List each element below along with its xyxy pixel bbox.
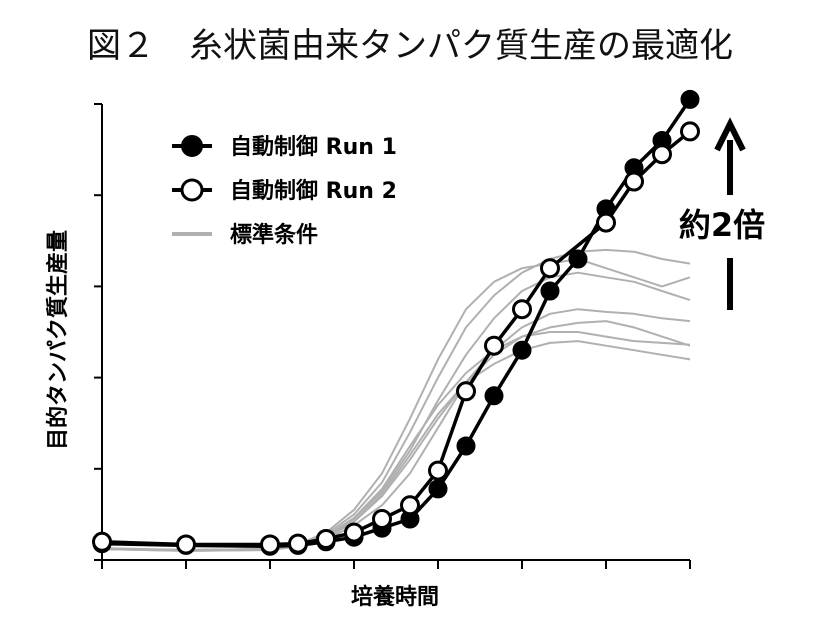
data-point-run2 (288, 533, 308, 554)
data-point-run2 (92, 531, 112, 552)
annotation-label: 約2倍 (679, 206, 765, 244)
data-point-run1 (456, 436, 476, 456)
standard-condition-line (101, 331, 691, 551)
data-point-run2 (428, 460, 448, 481)
legend-marker-filled (181, 135, 203, 157)
data-point-run2 (484, 335, 504, 356)
data-point-run2 (316, 529, 336, 549)
auto-control-series (92, 89, 700, 556)
legend-marker-open (180, 178, 204, 202)
data-point-run2 (344, 522, 364, 543)
data-point-run2 (400, 495, 420, 516)
data-point-run2 (176, 534, 196, 555)
standard-condition-line (101, 271, 691, 551)
legend: 自動制御 Run 1 自動制御 Run 2 標準条件 (172, 134, 397, 248)
annotation-2x: 約2倍 (679, 117, 765, 310)
data-point-run1 (512, 340, 532, 360)
series-run2 (92, 121, 700, 555)
data-point-run1 (680, 89, 700, 109)
x-axis-label: 培養時間 (351, 584, 439, 610)
standard-condition-line (101, 320, 691, 551)
y-axis-label: 目的タンパク質生産量 (45, 230, 71, 450)
legend-item-run2: 自動制御 Run 2 (172, 178, 397, 204)
legend-label-standard: 標準条件 (230, 222, 318, 248)
legend-item-run1: 自動制御 Run 1 (172, 134, 397, 160)
legend-label-run1: 自動制御 Run 1 (230, 134, 397, 160)
data-point-run2 (456, 381, 476, 402)
data-point-run2 (260, 534, 280, 555)
data-point-run2 (540, 258, 560, 279)
data-point-run2 (372, 509, 392, 529)
data-point-run1 (428, 479, 448, 499)
data-point-run2 (680, 121, 700, 142)
data-point-run1 (540, 281, 560, 301)
standard-condition-line (101, 248, 691, 552)
data-point-run2 (652, 144, 672, 165)
standard-condition-line (101, 258, 691, 551)
arrow-up-icon (714, 117, 746, 152)
data-point-run1 (484, 386, 504, 406)
legend-item-standard: 標準条件 (172, 222, 318, 248)
chart-title: 図２ 糸状菌由来タンパク質生産の最適化 (87, 26, 733, 66)
data-point-run2 (596, 212, 616, 233)
axes (94, 103, 691, 569)
standard-condition-lines (101, 248, 691, 552)
series-run1 (92, 89, 700, 556)
data-point-run2 (512, 299, 532, 320)
data-point-run2 (624, 171, 644, 192)
legend-label-run2: 自動制御 Run 2 (230, 178, 397, 204)
data-point-run1 (568, 249, 588, 269)
